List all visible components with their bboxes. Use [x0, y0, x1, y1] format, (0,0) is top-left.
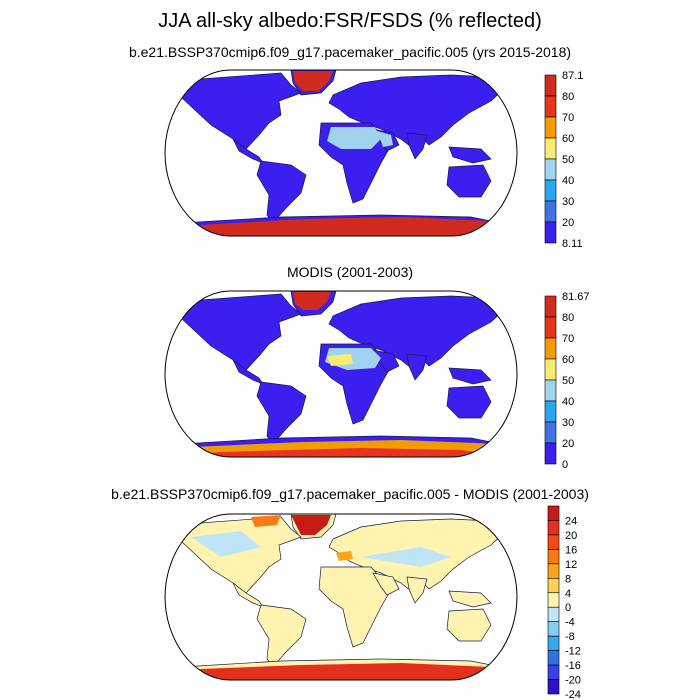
colorbar-label: 60 [562, 354, 574, 366]
colorbar-swatch [544, 295, 557, 318]
colorbar-swatch [547, 606, 560, 622]
colorbar-label: 50 [562, 375, 574, 387]
colorbar-panel-1: 87.1 80 70 60 50 40 30 20 8.11 [544, 70, 583, 250]
colorbar-label: 0 [565, 602, 571, 614]
colorbar-label: -20 [565, 675, 581, 687]
colorbar-label: -16 [565, 660, 581, 672]
colorbar-label: 80 [562, 91, 574, 103]
colorbar-label: 0 [562, 459, 568, 471]
colorbar-label: -12 [565, 646, 581, 658]
colorbar-label: 40 [562, 396, 574, 408]
colorbar-label: 50 [562, 154, 574, 166]
colorbar-swatch [544, 421, 557, 444]
colorbar-panel-2: 81.67 80 70 60 50 40 30 20 0 [544, 291, 590, 471]
panel-3-title: b.e21.BSSP370cmip6.f09_g17.pacemaker_pac… [111, 486, 589, 502]
colorbar-label: 8.11 [562, 238, 583, 250]
colorbar-label: 4 [565, 588, 571, 600]
colorbar-swatch [547, 592, 560, 608]
panel-1-title: b.e21.BSSP370cmip6.f09_g17.pacemaker_pac… [128, 44, 572, 60]
colorbar-swatch [547, 650, 560, 666]
colorbar-swatch [547, 578, 560, 594]
colorbar-label: 40 [562, 175, 574, 187]
map-panel-3 [164, 513, 518, 681]
colorbar-label: 20 [565, 530, 577, 542]
colorbar-label: 30 [562, 196, 574, 208]
colorbar-swatch [544, 158, 557, 181]
colorbar-swatch [544, 95, 557, 118]
map-panel-1 [164, 69, 518, 237]
colorbar-swatch [547, 664, 560, 680]
colorbar-swatch [544, 337, 557, 360]
colorbar-label: 16 [565, 544, 577, 556]
colorbar-swatch [544, 316, 557, 339]
colorbar-swatch [547, 679, 560, 695]
colorbar-swatch [544, 358, 557, 381]
colorbar-label: 8 [565, 573, 571, 585]
colorbar-swatch [544, 442, 557, 465]
colorbar-label: 70 [562, 112, 574, 124]
colorbar-label: 20 [562, 217, 574, 229]
colorbar-label: -24 [565, 689, 581, 700]
figure-title: JJA all-sky albedo:FSR/FSDS (% reflected… [158, 10, 542, 32]
colorbar-label: -4 [565, 617, 575, 629]
colorbar-label: 30 [562, 417, 574, 429]
panel-2-title: MODIS (2001-2003) [286, 264, 414, 280]
colorbar-swatch [547, 563, 560, 579]
colorbar-swatch [544, 74, 557, 97]
colorbar-label: -8 [565, 631, 575, 643]
colorbar-swatch [547, 534, 560, 550]
colorbar-swatch [544, 200, 557, 223]
colorbar-swatch [547, 549, 560, 565]
colorbar-label: 70 [562, 333, 574, 345]
colorbar-panel-3: 24 20 16 12 8 4 0 -4 -8 -12 -16 -20 -24 [547, 505, 581, 700]
colorbar-swatch [547, 520, 560, 536]
colorbar-swatch [547, 635, 560, 651]
colorbar-label: 60 [562, 133, 574, 145]
colorbar-swatch [544, 116, 557, 139]
colorbar-swatch [544, 137, 557, 160]
colorbar-swatch [547, 505, 560, 521]
colorbar-label: 20 [562, 438, 574, 450]
colorbar-label: 81.67 [562, 291, 590, 303]
colorbar-swatch [547, 621, 560, 637]
colorbar-swatch [544, 179, 557, 202]
colorbar-label: 80 [562, 312, 574, 324]
colorbar-swatch [544, 221, 557, 244]
colorbar-label: 87.1 [562, 70, 583, 82]
map-panel-2 [164, 290, 518, 458]
colorbar-swatch [544, 400, 557, 423]
colorbar-label: 24 [565, 515, 577, 527]
colorbar-swatch [544, 379, 557, 402]
colorbar-label: 12 [565, 559, 577, 571]
